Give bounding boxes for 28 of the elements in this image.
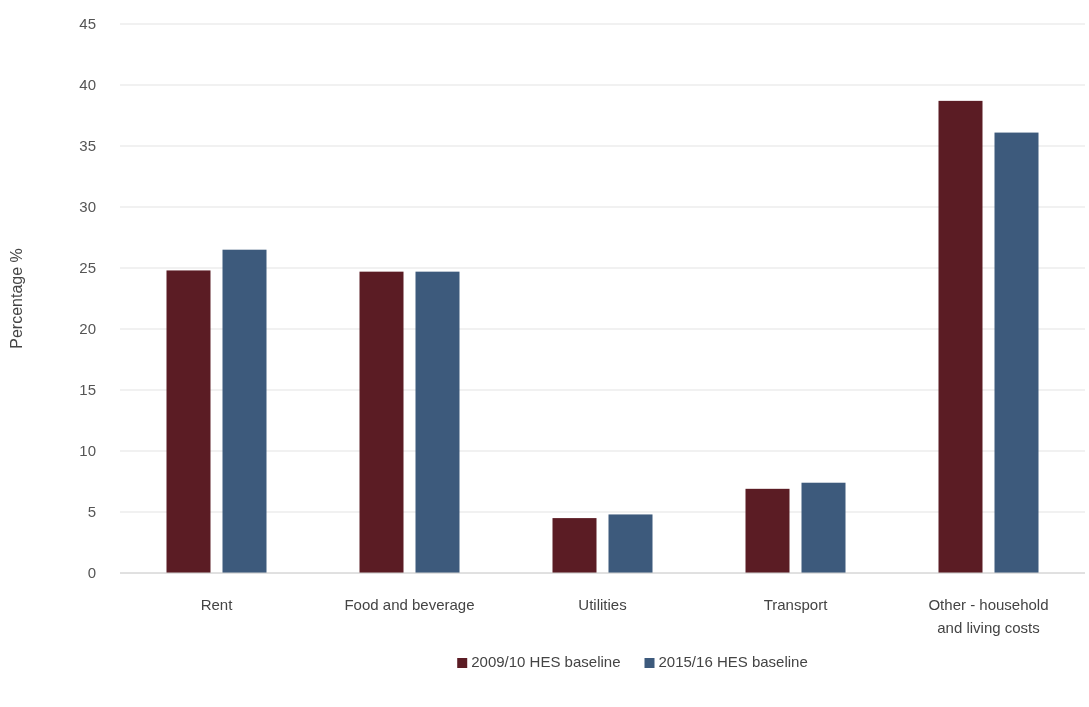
legend-label: 2009/10 HES baseline: [471, 653, 621, 670]
y-tick-label: 30: [79, 198, 96, 216]
y-tick-label: 35: [79, 137, 96, 155]
bar: [359, 271, 404, 573]
y-tick-label: 10: [79, 442, 96, 460]
y-tick-label: 25: [79, 259, 96, 277]
y-tick-label: 45: [79, 15, 96, 33]
bar: [222, 249, 267, 573]
y-tick-label: 5: [87, 503, 96, 521]
bar: [745, 488, 790, 573]
y-axis-title: Percentage %: [8, 248, 25, 349]
y-tick-label: 15: [79, 381, 96, 399]
bar: [801, 482, 846, 573]
bar: [608, 514, 653, 573]
y-tick-label: 0: [87, 564, 96, 582]
x-tick-label: Other - household and living costs: [928, 596, 1049, 636]
y-tick-label: 40: [79, 76, 96, 94]
x-tick-label: Utilities: [578, 596, 627, 613]
bar: [552, 518, 597, 573]
legend-label: 2015/16 HES baseline: [658, 653, 808, 670]
bar: [938, 100, 983, 573]
x-tick-label: Transport: [763, 596, 829, 613]
bar: [166, 270, 211, 573]
bar: [994, 132, 1039, 573]
bar: [415, 271, 460, 573]
x-tick-label: Food and beverage: [344, 596, 475, 613]
x-tick-label: Rent: [200, 596, 234, 613]
y-tick-label: 20: [79, 320, 96, 338]
